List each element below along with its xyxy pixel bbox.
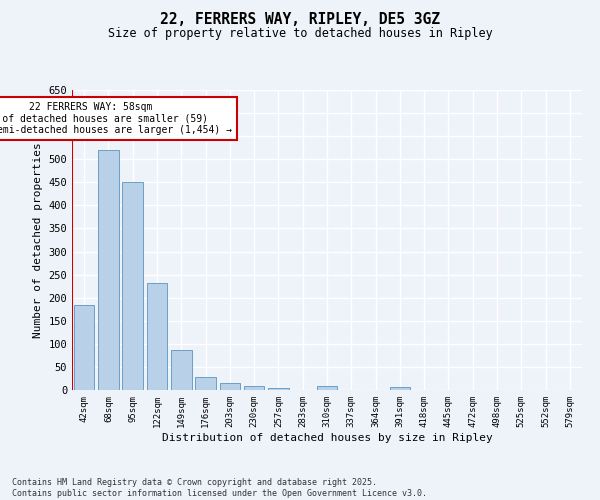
Bar — [195, 377, 216, 390]
Bar — [244, 386, 265, 390]
Bar — [220, 383, 240, 390]
Bar — [146, 283, 167, 390]
Bar — [74, 304, 94, 390]
Text: Size of property relative to detached houses in Ripley: Size of property relative to detached ho… — [107, 28, 493, 40]
Bar — [268, 388, 289, 390]
Bar — [122, 182, 143, 390]
Y-axis label: Number of detached properties: Number of detached properties — [33, 142, 43, 338]
Text: Contains HM Land Registry data © Crown copyright and database right 2025.
Contai: Contains HM Land Registry data © Crown c… — [12, 478, 427, 498]
Text: 22, FERRERS WAY, RIPLEY, DE5 3GZ: 22, FERRERS WAY, RIPLEY, DE5 3GZ — [160, 12, 440, 28]
Bar — [389, 387, 410, 390]
Bar — [98, 150, 119, 390]
Bar — [171, 350, 191, 390]
X-axis label: Distribution of detached houses by size in Ripley: Distribution of detached houses by size … — [161, 432, 493, 442]
Text: 22 FERRERS WAY: 58sqm
← 4% of detached houses are smaller (59)
96% of semi-detac: 22 FERRERS WAY: 58sqm ← 4% of detached h… — [0, 102, 232, 134]
Bar — [317, 386, 337, 390]
